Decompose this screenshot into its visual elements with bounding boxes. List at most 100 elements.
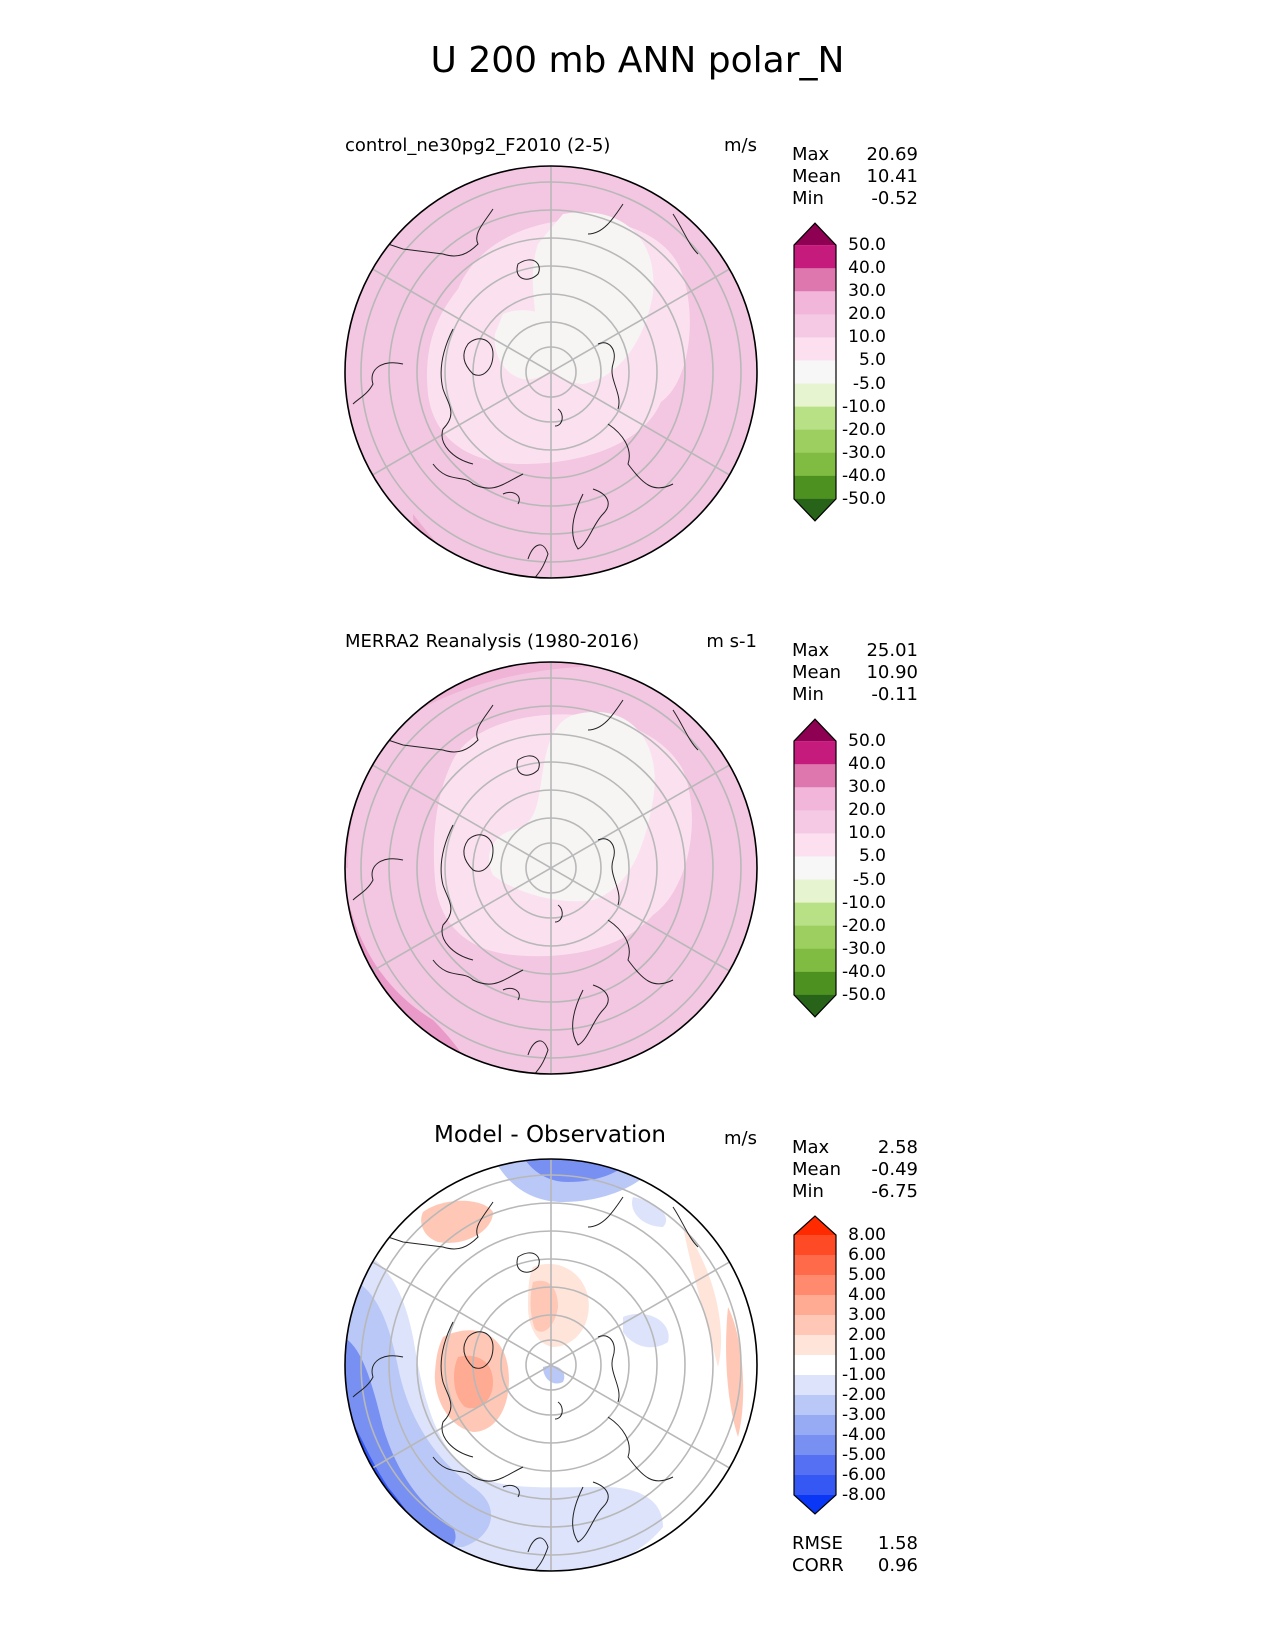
colorbar-segment	[794, 1455, 836, 1476]
panel-1-units: m/s	[724, 135, 757, 156]
panel-3-polar-map	[344, 1158, 758, 1572]
colorbar-segment	[794, 475, 836, 500]
colorbar-tick-label: -50.0	[842, 488, 886, 509]
colorbar-tick-label: -20.0	[842, 915, 886, 936]
colorbar-segment	[794, 337, 836, 361]
panel-3-units: m/s	[724, 1128, 757, 1149]
coastlines	[352, 1196, 699, 1571]
colorbar-tick-label: -10.0	[842, 892, 886, 913]
colorbar-segment	[794, 1216, 836, 1235]
colorbar-tick-label: 30.0	[848, 281, 886, 302]
colorbar-segment	[794, 925, 836, 950]
panel-2-colorbar	[793, 718, 837, 1018]
colorbar-segment	[794, 1255, 836, 1276]
colorbar-tick-label: 4.00	[848, 1285, 886, 1305]
colorbar-segment	[794, 1355, 836, 1376]
colorbar-tick-label: -20.0	[842, 419, 886, 440]
colorbar-segment	[794, 1235, 836, 1256]
colorbar-tick-label: -50.0	[842, 984, 886, 1005]
colorbar-segment	[794, 902, 836, 927]
colorbar-segment	[794, 741, 836, 765]
stat-label: Min	[792, 684, 824, 705]
stat-label: Mean	[792, 1159, 842, 1180]
colorbar-tick-label: 5.00	[848, 1265, 886, 1285]
stat-value: 10.90	[866, 662, 918, 683]
stat-value: -0.49	[871, 1159, 918, 1180]
colorbar-segment	[794, 1495, 836, 1514]
colorbar-segment	[794, 1295, 836, 1316]
coastlines	[352, 203, 699, 578]
colorbar-tick-label: -10.0	[842, 396, 886, 417]
colorbar-segment	[794, 787, 836, 811]
metric-value: 0.96	[877, 1555, 918, 1576]
metric-label: RMSE	[792, 1533, 843, 1554]
colorbar-segment	[794, 994, 836, 1017]
colorbar-tick-label: 1.00	[848, 1345, 886, 1365]
stat-value: 10.41	[866, 166, 918, 187]
colorbar-tick-label: 10.0	[848, 327, 886, 348]
colorbar-outline	[793, 718, 837, 1018]
colorbar-tick-label: 50.0	[848, 731, 886, 752]
colorbar-tick-label: 3.00	[848, 1305, 886, 1325]
map-border	[344, 661, 758, 1075]
colorbar-segment	[794, 429, 836, 454]
colorbar-tick-label: 20.0	[848, 800, 886, 821]
panel-3-colorbar	[793, 1215, 837, 1515]
colorbar-tick-label: -8.00	[842, 1485, 886, 1505]
colorbar-segment	[794, 1415, 836, 1436]
colorbar-segment	[794, 833, 836, 857]
colorbar-tick-label: -5.0	[852, 373, 886, 394]
colorbar-segment	[794, 719, 836, 742]
colorbar-tick-label: -40.0	[842, 465, 886, 486]
colorbar-tick-label: 40.0	[848, 754, 886, 775]
stat-label: Max	[792, 640, 830, 661]
colorbar-tick-label: -5.00	[842, 1445, 886, 1465]
colorbar-tick-label: -40.0	[842, 961, 886, 982]
graticule	[345, 662, 757, 1074]
panel-1-colorbar-labels: 50.0 40.0 30.0 20.0 10.0 5.0 -5.0 -10.0 -20.0 -30…	[838, 222, 898, 522]
colorbar-segment	[794, 856, 836, 881]
colorbar-tick-label: -5.0	[852, 869, 886, 890]
colorbar-tick-label: 2.00	[848, 1325, 886, 1345]
graticule	[345, 1159, 757, 1571]
colorbar-tick-label: 40.0	[848, 258, 886, 279]
colorbar-tick-label: 6.00	[848, 1245, 886, 1265]
colorbar-segment	[794, 1475, 836, 1496]
colorbar-segment	[794, 268, 836, 292]
colorbar-segment	[794, 971, 836, 996]
panel-2-units: m s-1	[706, 631, 757, 652]
colorbar-tick-label: 50.0	[848, 235, 886, 256]
colorbar-tick-label: 5.0	[858, 846, 886, 867]
colorbar-segment	[794, 1375, 836, 1396]
panel-3-metrics: RMSE 1.58 CORR 0.96	[792, 1533, 918, 1577]
stat-value: 2.58	[877, 1137, 918, 1158]
colorbar-segment	[794, 383, 836, 408]
panel-2-colorbar-labels: 50.0 40.0 30.0 20.0 10.0 5.0 -5.0 -10.0 -20.0 -30…	[838, 718, 898, 1018]
panel-2-title: MERRA2 Reanalysis (1980-2016)	[345, 631, 640, 652]
panel-2-polar-map	[344, 661, 758, 1075]
colorbar-outline	[793, 222, 837, 522]
colorbar-segment	[794, 1395, 836, 1416]
figure-title: U 200 mb ANN polar_N	[430, 40, 845, 81]
colorbar-segment	[794, 879, 836, 904]
stat-value: 25.01	[866, 640, 918, 661]
metric-label: CORR	[792, 1555, 844, 1576]
stat-label: Mean	[792, 166, 842, 187]
colorbar-segment	[794, 1275, 836, 1296]
colorbar-segment	[794, 291, 836, 315]
map-border	[344, 165, 758, 579]
stat-value: -0.52	[871, 188, 918, 209]
panel-3-colorbar-labels: 8.00 6.00 5.00 4.00 3.00 2.00 1.00 -1.00 -2.00 -3…	[838, 1215, 898, 1515]
map-border	[344, 1158, 758, 1572]
colorbar-tick-label: -2.00	[842, 1385, 886, 1405]
colorbar-segment	[794, 360, 836, 385]
colorbar-segment	[794, 406, 836, 431]
panel-1-colorbar	[793, 222, 837, 522]
colorbar-tick-label: -3.00	[842, 1405, 886, 1425]
colorbar-tick-label: 20.0	[848, 304, 886, 325]
panel-1-polar-map	[344, 165, 758, 579]
stat-label: Max	[792, 1137, 830, 1158]
panel-1-title: control_ne30pg2_F2010 (2-5)	[345, 135, 611, 156]
colorbar-segment	[794, 1335, 836, 1356]
panel-1-stats: Max 20.69 Mean 10.41 Min -0.52	[792, 144, 918, 210]
